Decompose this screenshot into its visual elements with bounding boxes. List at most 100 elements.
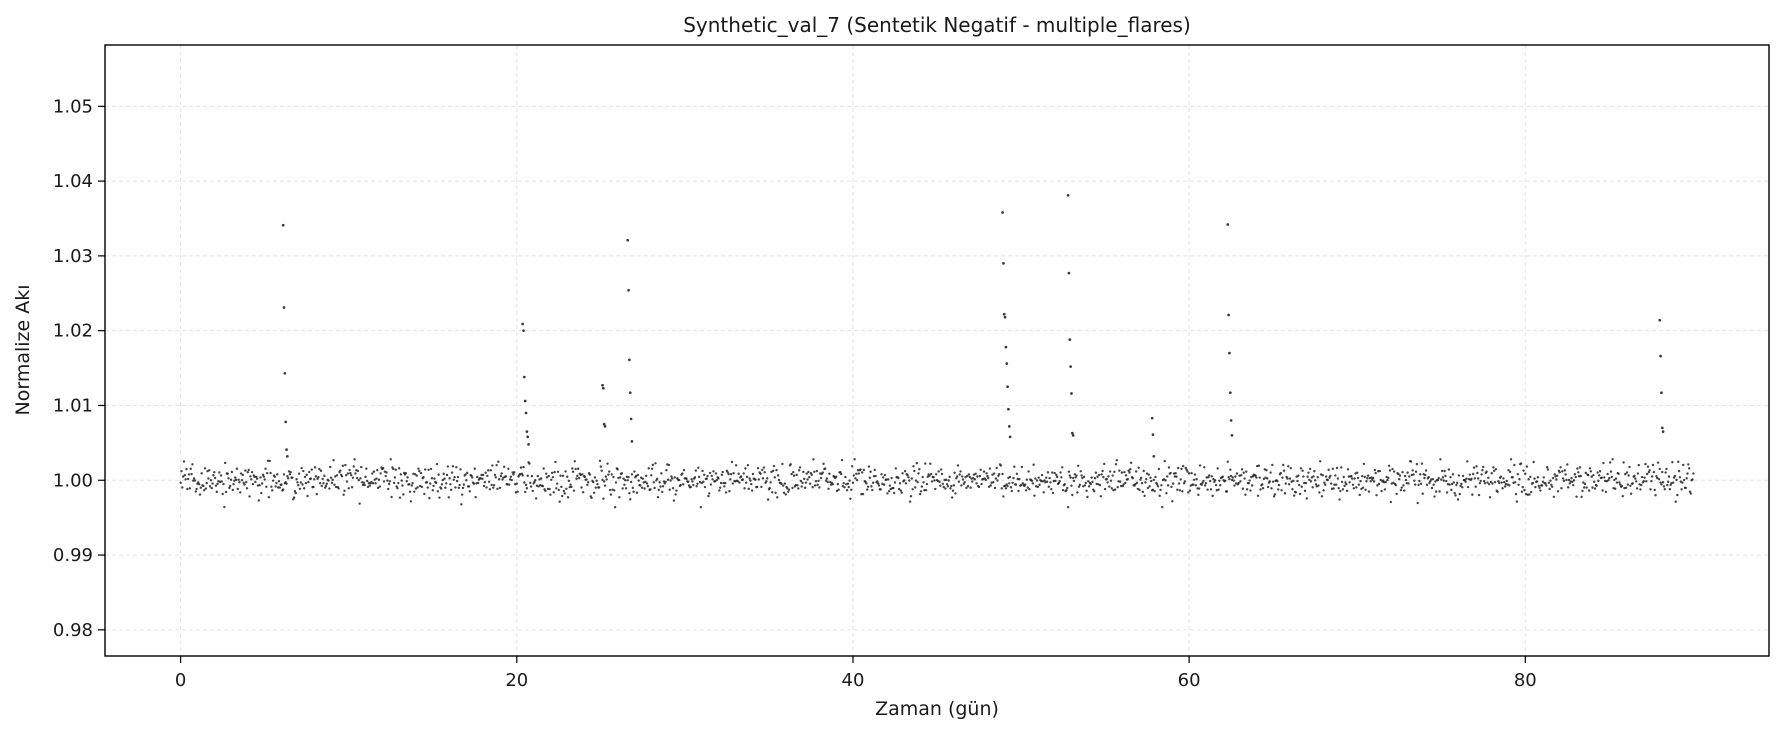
- data-point: [1456, 481, 1459, 485]
- data-point: [187, 477, 190, 481]
- data-point: [399, 473, 403, 476]
- data-point: [187, 473, 191, 476]
- data-point: [1576, 467, 1579, 470]
- data-point: [351, 476, 355, 479]
- flare-point: [602, 386, 605, 390]
- data-point: [749, 479, 752, 482]
- data-point: [930, 480, 934, 483]
- data-point: [695, 485, 698, 488]
- data-point: [997, 472, 1001, 476]
- data-point: [327, 479, 330, 482]
- data-point: [1593, 487, 1597, 490]
- data-point: [554, 460, 557, 464]
- data-point: [1477, 477, 1480, 480]
- data-point: [780, 482, 783, 486]
- data-point: [1383, 488, 1387, 491]
- data-point: [1324, 475, 1328, 478]
- data-point: [951, 489, 955, 492]
- data-point: [1177, 482, 1181, 485]
- data-point: [1682, 478, 1686, 482]
- data-point: [911, 488, 914, 491]
- data-point: [912, 465, 915, 468]
- data-point: [1392, 470, 1396, 473]
- data-point: [787, 490, 790, 493]
- data-point: [1411, 469, 1414, 472]
- data-point: [1151, 488, 1155, 491]
- data-point: [425, 481, 429, 484]
- data-point: [255, 475, 258, 479]
- data-point: [1217, 488, 1220, 491]
- data-point: [451, 465, 455, 468]
- data-point: [960, 484, 963, 487]
- data-point: [824, 467, 827, 470]
- data-point: [494, 476, 497, 479]
- data-point: [934, 473, 938, 476]
- data-point: [550, 478, 553, 482]
- data-point: [450, 471, 454, 474]
- data-point: [1455, 483, 1458, 487]
- data-point: [1386, 478, 1389, 482]
- data-point: [689, 485, 692, 489]
- data-point: [414, 487, 418, 490]
- data-point: [1194, 484, 1198, 487]
- data-point: [1419, 473, 1422, 476]
- flare-point: [1003, 315, 1007, 319]
- data-point: [1140, 482, 1144, 485]
- data-point: [762, 466, 766, 469]
- data-point: [1055, 473, 1058, 477]
- data-point: [671, 486, 675, 490]
- data-point: [861, 471, 864, 474]
- data-point: [1374, 471, 1377, 475]
- data-point: [1665, 467, 1668, 471]
- data-point: [701, 469, 704, 473]
- data-point: [1149, 476, 1152, 479]
- data-point: [947, 479, 950, 482]
- data-point: [1513, 463, 1516, 467]
- flare-point: [630, 440, 634, 443]
- data-point: [1286, 477, 1289, 480]
- data-point: [482, 484, 486, 488]
- data-point: [1454, 494, 1457, 497]
- data-point: [1568, 482, 1572, 485]
- data-point: [215, 490, 218, 494]
- data-point: [603, 484, 607, 487]
- data-point: [1258, 476, 1261, 479]
- data-point: [204, 487, 208, 490]
- data-point: [1636, 472, 1640, 475]
- data-point: [1371, 476, 1375, 480]
- data-point: [1430, 486, 1434, 490]
- data-point: [957, 480, 961, 483]
- data-point: [471, 476, 474, 479]
- data-point: [553, 470, 556, 474]
- data-point: [275, 481, 278, 485]
- data-point: [1171, 482, 1175, 485]
- data-point: [323, 486, 327, 489]
- data-point: [480, 473, 483, 477]
- data-point: [262, 475, 266, 478]
- data-point: [581, 491, 585, 494]
- data-point: [660, 490, 664, 494]
- data-point: [1475, 465, 1478, 468]
- data-point: [967, 473, 971, 476]
- data-point: [1094, 471, 1098, 474]
- flare-point: [523, 399, 527, 403]
- data-point: [1224, 479, 1227, 482]
- data-point: [1069, 476, 1072, 479]
- data-point: [866, 488, 869, 491]
- data-point: [191, 463, 194, 466]
- data-point: [657, 488, 661, 492]
- data-point: [1691, 478, 1694, 481]
- data-point: [448, 477, 451, 480]
- data-point: [558, 500, 561, 503]
- data-point: [1398, 474, 1402, 477]
- data-point: [605, 478, 608, 481]
- data-point: [994, 477, 998, 480]
- data-point: [229, 478, 233, 481]
- data-point: [294, 491, 297, 495]
- data-point: [1361, 474, 1364, 478]
- data-point: [530, 474, 534, 478]
- data-point: [1478, 481, 1482, 485]
- data-point: [613, 505, 617, 509]
- data-point: [1134, 470, 1138, 473]
- data-point: [226, 472, 229, 475]
